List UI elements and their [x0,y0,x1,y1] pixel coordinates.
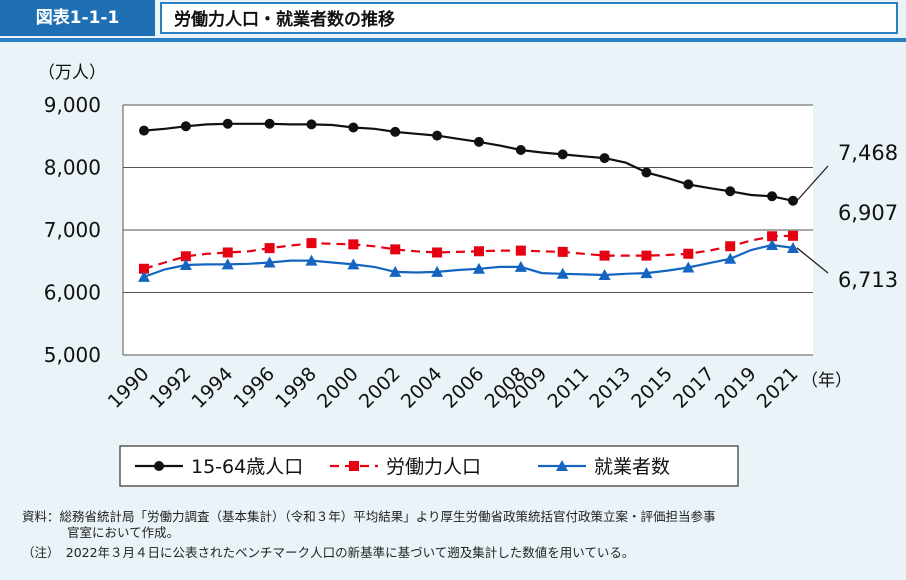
data-point-marker [641,167,652,178]
x-axis-unit-label: （年） [801,371,852,391]
x-tick-label: 2006 [439,363,489,413]
data-point-marker [305,254,318,266]
x-tick-label: 1994 [188,363,238,413]
end-label-leader [796,247,829,274]
data-point-marker [349,461,359,471]
data-point-marker [599,250,610,261]
footnote: （注） 2022年３月４日に公表されたベンチマーク人口の新基準に基づいて遡及集計… [22,545,635,560]
end-value-label: 7,468 [838,141,898,165]
data-point-marker [431,265,444,277]
data-point-marker [348,239,359,250]
legend-label: 就業者数 [594,456,670,478]
data-point-marker [599,153,610,164]
legend-label: 労働力人口 [386,456,481,478]
data-point-marker [180,121,191,132]
y-axis-unit-label: （万人） [38,63,106,83]
data-point-marker [725,241,736,252]
data-point-marker [598,269,611,280]
x-tick-label: 2015 [627,363,677,413]
data-point-marker [348,122,359,133]
data-point-marker [556,267,569,279]
data-point-marker [347,258,360,270]
y-tick-label: 6,000 [44,281,101,305]
x-tick-label: 2002 [355,363,405,413]
x-tick-label: 2004 [397,363,447,413]
data-point-marker [766,239,779,250]
data-point-marker [683,179,694,190]
data-point-marker [557,149,568,160]
data-point-marker [432,247,443,258]
data-point-marker [390,126,401,137]
data-point-marker [139,125,149,136]
end-value-label: 6,907 [838,201,898,225]
x-tick-label: 2021 [753,363,803,413]
source-note-continued: 官室において作成。 [67,525,180,540]
data-point-marker [724,252,737,264]
data-point-marker [222,247,233,258]
data-point-marker [138,270,150,282]
y-tick-label: 9,000 [44,93,101,117]
data-point-marker [179,259,192,270]
data-point-marker [180,251,191,262]
x-tick-label: 1992 [146,363,196,413]
data-point-marker [788,195,798,206]
data-point-marker [263,256,276,268]
data-point-marker [221,258,234,270]
data-point-marker [514,260,527,272]
data-point-marker [515,145,526,155]
y-tick-label: 5,000 [44,343,101,367]
x-tick-label: 2017 [669,363,719,413]
data-point-marker [640,267,653,279]
data-point-marker [683,248,694,259]
data-point-marker [390,244,401,255]
data-point-marker [306,238,317,249]
end-value-label: 6,713 [838,268,898,292]
x-tick-label: 2013 [585,363,635,413]
data-point-marker [641,250,652,261]
data-point-marker [389,265,402,277]
x-tick-label: 2011 [543,363,593,413]
y-tick-label: 8,000 [44,156,101,180]
legend-box [119,445,739,487]
data-point-marker [432,130,443,141]
data-point-marker [472,262,485,274]
legend-label: 15-64歳人口 [191,456,303,478]
data-point-marker [264,243,275,254]
data-point-marker [788,230,798,241]
data-point-marker [222,118,233,129]
x-tick-label: 2019 [711,363,761,413]
data-point-marker [264,118,275,129]
x-tick-label: 1990 [104,363,154,413]
data-point-marker [725,186,736,197]
data-point-marker [557,246,568,257]
header-divider [0,38,906,42]
x-tick-label: 2000 [313,363,363,413]
data-point-marker [767,191,778,202]
figure-header: 図表1-1-1 労働力人口・就業者数の推移 [0,0,906,38]
data-point-marker [787,241,799,253]
data-point-marker [767,231,778,242]
data-point-marker [473,246,484,257]
x-tick-label: 1996 [229,363,279,413]
source-note: 資料：総務省統計局「労働力調査（基本集計）（令和３年）平均結果」より厚生労働省政… [22,509,716,524]
y-tick-label: 7,000 [44,218,101,242]
data-point-marker [306,119,317,130]
data-point-marker [473,136,484,147]
x-tick-label: 1998 [271,363,321,413]
data-point-marker [139,263,149,274]
figure-number: 図表1-1-1 [0,0,155,36]
data-point-marker [682,261,695,273]
data-point-marker [556,460,568,471]
data-point-marker [154,461,164,471]
figure-title: 労働力人口・就業者数の推移 [160,2,898,34]
end-label-leader [796,165,829,202]
data-point-marker [515,245,526,256]
